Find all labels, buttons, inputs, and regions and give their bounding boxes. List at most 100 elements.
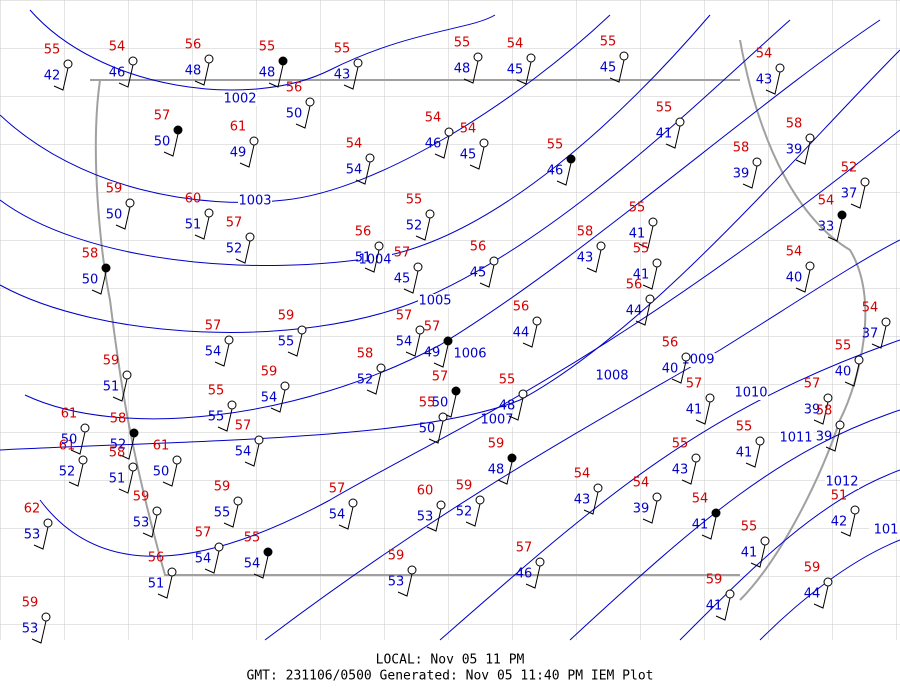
dewpoint: 43 [334, 68, 351, 83]
wind-barb [405, 333, 421, 357]
temperature: 58 [816, 404, 833, 419]
dewpoint: 42 [831, 515, 848, 530]
station-circle [204, 208, 214, 218]
station-circle [167, 567, 177, 577]
dewpoint: 39 [733, 167, 750, 182]
wind-barb [609, 59, 625, 83]
station-circle [214, 542, 224, 552]
station-circle [691, 453, 701, 463]
temperature: 56 [355, 225, 372, 240]
dewpoint: 39 [633, 502, 650, 517]
station-circle [775, 63, 785, 73]
temperature: 57 [235, 419, 252, 434]
temperature: 54 [346, 137, 363, 152]
wind-barb [364, 249, 380, 273]
temperature: 55 [600, 35, 617, 50]
wind-barb [295, 105, 311, 129]
dewpoint: 54 [346, 163, 363, 178]
wind-barb [142, 514, 158, 538]
temperature: 58 [357, 347, 374, 362]
dewpoint: 53 [24, 528, 41, 543]
wind-barb [223, 504, 239, 528]
dewpoint: 43 [574, 493, 591, 508]
dewpoint: 52 [226, 242, 243, 257]
dewpoint: 49 [230, 146, 247, 161]
dewpoint: 45 [470, 266, 487, 281]
wind-barb [516, 61, 532, 85]
wind-barb [827, 218, 843, 242]
wind-barb [397, 573, 413, 597]
dewpoint: 50 [61, 433, 78, 448]
isobar-label-bg [595, 369, 629, 383]
dewpoint: 50 [419, 422, 436, 437]
station-circle [129, 428, 139, 438]
station-circle [805, 133, 815, 143]
temperature: 58 [82, 247, 99, 262]
temperature: 57 [394, 246, 411, 261]
dewpoint: 53 [22, 622, 39, 637]
temperature: 57 [432, 370, 449, 385]
station-circle [652, 258, 662, 268]
station-circle [415, 325, 425, 335]
station-circle [173, 125, 183, 135]
station-circle [376, 363, 386, 373]
station-circle [297, 325, 307, 335]
dewpoint: 42 [44, 69, 61, 84]
dewpoint: 52 [406, 219, 423, 234]
county-grid [0, 0, 900, 640]
dewpoint: 48 [488, 463, 505, 478]
dewpoint: 33 [818, 220, 835, 235]
station-circle [619, 51, 629, 61]
wind-barb [162, 463, 178, 487]
dewpoint: 44 [626, 304, 643, 319]
dewpoint: 54 [235, 445, 252, 460]
wind-barb [825, 428, 841, 452]
dewpoint: 46 [109, 66, 126, 81]
dewpoint: 46 [547, 164, 564, 179]
station-circle [152, 506, 162, 516]
wind-barb [433, 344, 449, 368]
temperature: 57 [686, 377, 703, 392]
station-circle [475, 495, 485, 505]
station-circle [305, 97, 315, 107]
temperature: 54 [692, 492, 709, 507]
temperature: 58 [733, 141, 750, 156]
temperature: 58 [786, 117, 803, 132]
wind-barb [244, 443, 260, 467]
dewpoint: 48 [454, 62, 471, 77]
dewpoint: 51 [109, 472, 126, 487]
wind-barb [583, 491, 599, 515]
temperature: 55 [454, 36, 471, 51]
wind-barb [750, 544, 766, 568]
wind-barb [253, 555, 269, 579]
dewpoint: 52 [59, 465, 76, 480]
dewpoint: 41 [629, 227, 646, 242]
wind-barb [642, 500, 658, 524]
dewpoint: 46 [425, 137, 442, 152]
dewpoint: 54 [261, 391, 278, 406]
temperature: 60 [185, 192, 202, 207]
station-circle [881, 317, 891, 327]
wind-barb [665, 125, 681, 149]
isobar [569, 409, 900, 641]
temperature: 56 [513, 300, 530, 315]
wind-barb [355, 161, 371, 185]
dewpoint: 51 [103, 380, 120, 395]
station-circle [172, 455, 182, 465]
temperature: 59 [133, 490, 150, 505]
wind-barb [635, 302, 651, 326]
isobar-label: 1010 [734, 386, 767, 401]
station-circle [532, 316, 542, 326]
dewpoint: 40 [835, 365, 852, 380]
wind-barb [508, 397, 524, 421]
wind-barb [556, 162, 572, 186]
temperature: 55 [419, 396, 436, 411]
temperature: 59 [106, 182, 123, 197]
temperature: 54 [574, 467, 591, 482]
dewpoint: 37 [862, 327, 879, 342]
dewpoint: 49 [424, 346, 441, 361]
temperature: 57 [226, 216, 243, 231]
isobar-label: 1004 [358, 253, 391, 268]
dewpoint: 45 [600, 61, 617, 76]
wind-barb [701, 516, 717, 540]
